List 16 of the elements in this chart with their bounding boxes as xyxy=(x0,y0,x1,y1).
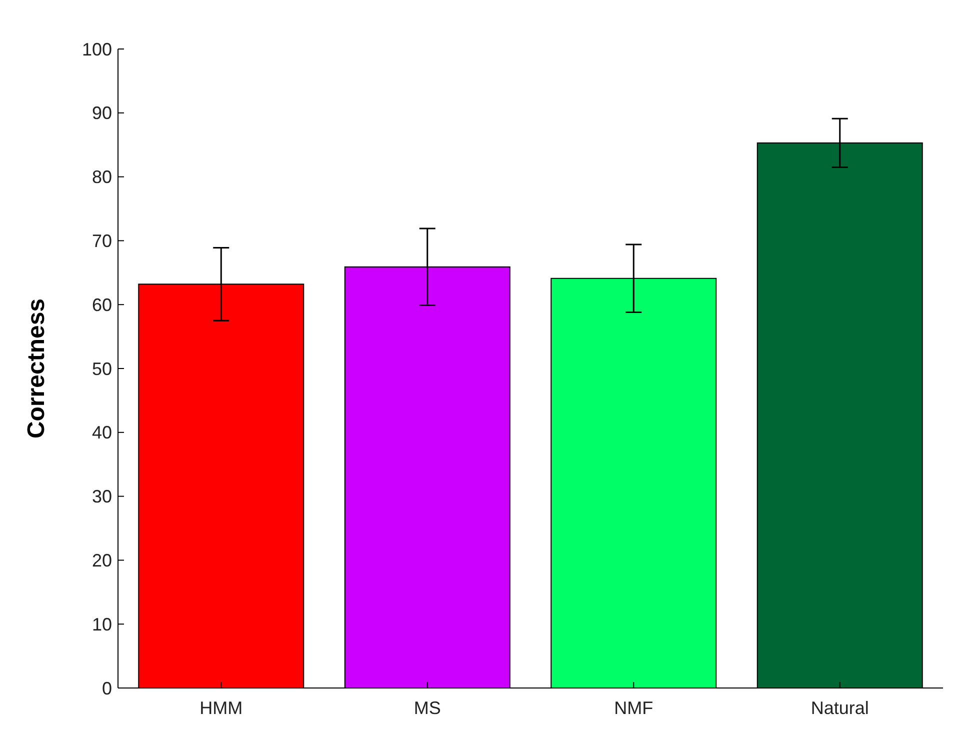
y-tick-label: 60 xyxy=(92,294,112,315)
x-tick-label: Natural xyxy=(810,698,869,718)
y-tick-label: 20 xyxy=(92,550,112,570)
y-tick-label: 100 xyxy=(82,39,112,60)
x-tick-label: MS xyxy=(414,698,441,718)
y-tick-label: 40 xyxy=(92,422,112,443)
y-tick-label: 0 xyxy=(102,678,112,698)
y-tick-label: 10 xyxy=(92,614,112,634)
x-tick-label: NMF xyxy=(614,698,654,718)
y-tick-label: 80 xyxy=(92,167,112,188)
y-tick-label: 50 xyxy=(92,358,112,379)
y-tick-label: 70 xyxy=(92,231,112,251)
y-axis-title: Correctness xyxy=(23,298,50,439)
x-tick-label: HMM xyxy=(200,698,243,718)
y-tick-label: 30 xyxy=(92,486,112,507)
y-tick-label: 90 xyxy=(92,103,112,124)
